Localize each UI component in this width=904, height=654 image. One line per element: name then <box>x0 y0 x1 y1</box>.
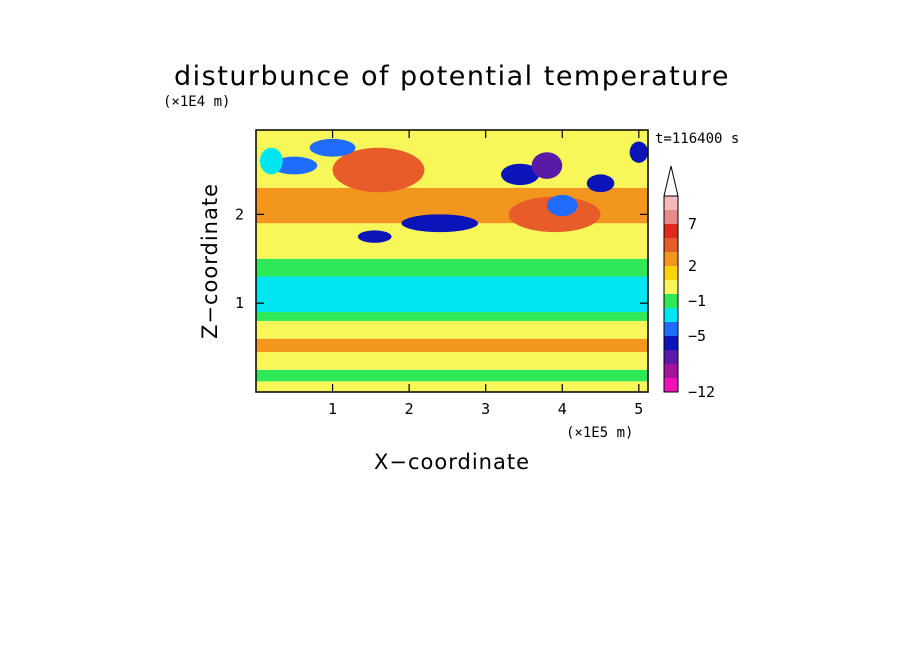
y-unit-label: (×1E4 m) <box>163 94 230 110</box>
colorbar-level <box>664 252 678 266</box>
contour-band <box>256 276 648 313</box>
x-tick-label: 4 <box>558 400 567 418</box>
x-tick-label: 3 <box>481 400 490 418</box>
colorbar-level <box>664 308 678 322</box>
colorbar: 7 2 −1 −5 −12 <box>663 165 715 401</box>
colorbar-tick-label: 2 <box>688 257 697 275</box>
colorbar-tick-label: 7 <box>688 215 697 233</box>
colorbar-level <box>664 322 678 336</box>
contour-band <box>256 130 648 188</box>
colorbar-level <box>664 196 678 210</box>
contour-feature <box>309 138 356 157</box>
colorbar-level <box>664 210 678 224</box>
colorbar-level <box>664 238 678 252</box>
x-tick-label: 1 <box>328 400 337 418</box>
contour-band <box>256 258 648 277</box>
colorbar-frame <box>663 195 679 393</box>
colorbar-level <box>664 364 678 378</box>
contour-feature <box>259 147 283 175</box>
colorbar-tick-label: −12 <box>688 383 715 401</box>
x-axis-label: X−coordinate <box>374 450 530 474</box>
contour-band <box>256 338 648 353</box>
contour-band <box>256 369 648 382</box>
contour-feature <box>546 194 578 217</box>
contour-feature <box>332 147 425 193</box>
contour-band <box>256 320 648 339</box>
y-tick-label: 1 <box>235 294 244 312</box>
colorbar-level <box>664 294 678 308</box>
colorbar-tick-label: −5 <box>688 327 706 345</box>
colorbar-level <box>664 378 678 392</box>
contour-feature <box>531 152 563 179</box>
plot-frame <box>255 129 649 393</box>
contour-feature <box>501 163 540 186</box>
x-tick-label: 5 <box>634 400 643 418</box>
chart-title: disturbunce of potential temperature <box>174 61 730 92</box>
y-axis-label: Z−coordinate <box>198 183 222 339</box>
colorbar-level <box>664 280 678 294</box>
contour-feature <box>629 141 648 163</box>
contour-feature <box>586 174 615 193</box>
colorbar-extend-arrow <box>663 165 679 197</box>
contour-band <box>256 312 648 321</box>
x-axis: 1 2 3 4 5 <box>328 130 643 418</box>
contour-band <box>256 381 648 392</box>
contour-feature <box>357 230 392 243</box>
y-axis: 12 <box>235 205 648 312</box>
contour-field <box>256 130 648 392</box>
colorbar-level <box>664 266 678 280</box>
time-label: t=116400 s <box>655 131 739 147</box>
colorbar-level <box>664 224 678 238</box>
colorbar-tick-label: −1 <box>688 292 706 310</box>
y-tick-label: 2 <box>235 205 244 223</box>
x-tick-label: 2 <box>405 400 414 418</box>
colorbar-level <box>664 336 678 350</box>
colorbar-level <box>664 350 678 364</box>
contour-feature <box>401 214 479 233</box>
x-unit-label: (×1E5 m) <box>566 425 633 441</box>
contour-band <box>256 352 648 370</box>
